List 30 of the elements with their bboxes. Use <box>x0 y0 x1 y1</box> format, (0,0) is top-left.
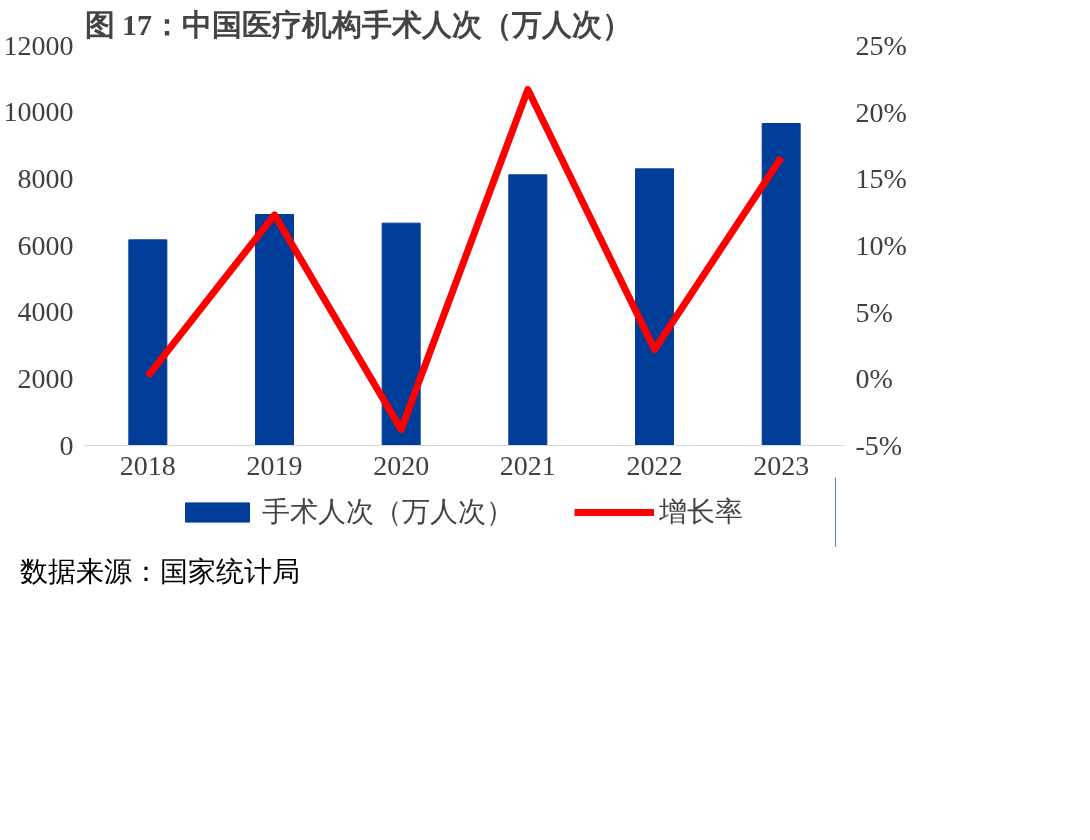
bar <box>761 123 801 446</box>
x-tick-label: 2023 <box>753 449 810 481</box>
legend-label: 手术人次（万人次） <box>261 495 514 529</box>
bar <box>128 239 168 446</box>
y-tick-label: 2000 <box>17 362 74 394</box>
y2-tick-label: 5% <box>855 296 893 328</box>
bar <box>635 168 674 446</box>
bar <box>381 222 421 446</box>
y2-tick-label: 0% <box>855 363 893 395</box>
x-tick-label: 2019 <box>246 449 303 481</box>
x-tick-label: 2021 <box>499 449 556 481</box>
chart-title: 图 17：中国医疗机构手术人次（万人次） <box>84 7 632 41</box>
y-tick-label: 12000 <box>3 29 74 61</box>
y-tick-label: 10000 <box>3 96 74 128</box>
y2-tick-label: 10% <box>855 230 907 261</box>
legend-label: 增长率 <box>658 495 743 529</box>
y2-tick-label: 15% <box>855 163 907 195</box>
y-tick-label: 0 <box>59 429 74 461</box>
bar <box>255 214 294 446</box>
y-tick-label: 8000 <box>17 162 74 194</box>
x-tick-label: 2020 <box>373 449 430 481</box>
source-note: 数据来源：国家统计局 <box>20 555 300 589</box>
y-tick-label: 4000 <box>17 296 74 328</box>
x-tick-label: 2022 <box>626 449 683 481</box>
x-tick-label: 2018 <box>119 449 176 481</box>
y2-tick-label: 25% <box>855 30 907 61</box>
y2-tick-label: 20% <box>855 96 907 128</box>
y2-tick-label: -5% <box>855 430 903 461</box>
bar <box>508 174 548 446</box>
y-tick-label: 6000 <box>17 229 74 261</box>
